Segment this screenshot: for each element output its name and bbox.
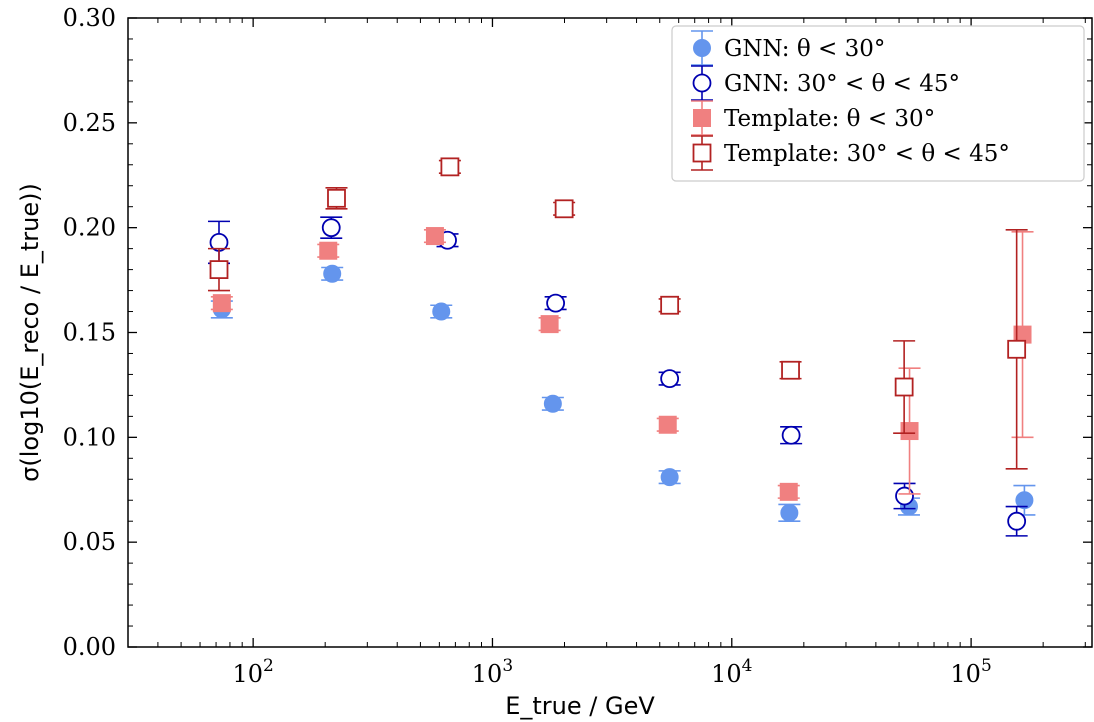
data-point — [540, 315, 559, 334]
data-point — [894, 377, 914, 397]
data-point — [321, 218, 341, 238]
legend-label: Template: 30° < θ < 45° — [724, 141, 1010, 167]
legend-label: Template: θ < 30° — [724, 106, 935, 132]
data-point — [209, 260, 229, 280]
legend-entry[interactable]: GNN: θ < 30° — [691, 30, 885, 66]
legend-marker — [692, 143, 712, 163]
legend-marker — [693, 39, 711, 57]
data-point — [660, 295, 680, 315]
legend-label: GNN: θ < 30° — [724, 36, 885, 62]
series-1 — [207, 216, 1028, 537]
y-tick-label: 0.25 — [63, 109, 116, 137]
data-point — [327, 188, 346, 208]
data-point — [660, 369, 680, 389]
series-2 — [210, 227, 1034, 501]
data-point — [323, 264, 342, 283]
y-axis-label: σ(log10(E_reco / E_true)) — [16, 183, 44, 482]
y-tick-label: 0.05 — [63, 528, 116, 556]
data-point — [1007, 339, 1027, 359]
data-point — [781, 360, 800, 380]
y-tick-label: 0.30 — [63, 4, 116, 32]
data-point — [658, 415, 677, 434]
y-tick-label: 0.20 — [63, 214, 116, 242]
data-point — [781, 425, 801, 445]
x-tick-label: 105 — [950, 656, 991, 688]
data-point — [546, 293, 566, 313]
y-tick-label: 0.00 — [63, 633, 116, 661]
legend-entry[interactable]: Template: 30° < θ < 45° — [691, 135, 1010, 171]
x-tick-label: 102 — [232, 656, 273, 688]
axes: 0.00 0.05 0.10 0.15 0.20 0.25 0.30 102 103 104 105… — [16, 4, 1093, 720]
data-point — [319, 241, 338, 260]
x-axis-label: E_true / GeV — [505, 692, 655, 720]
data-point — [440, 157, 460, 177]
data-point — [432, 302, 451, 321]
legend-marker — [693, 109, 711, 127]
x-tick-label: 104 — [711, 656, 752, 688]
plot-area — [207, 157, 1036, 537]
data-point — [543, 394, 562, 413]
data-point — [660, 468, 679, 487]
data-point — [900, 422, 919, 441]
data-point — [1007, 511, 1027, 531]
legend-box — [671, 25, 1085, 182]
legend-label: GNN: 30° < θ < 45° — [724, 71, 960, 97]
y-tick-label: 0.10 — [63, 423, 116, 451]
series-3 — [207, 157, 1028, 470]
data-point — [212, 294, 231, 313]
y-tick-label: 0.15 — [63, 319, 116, 347]
data-point — [1015, 491, 1034, 510]
legend-entry[interactable]: Template: θ < 30° — [691, 100, 935, 136]
legend[interactable]: GNN: θ < 30° GNN: 30° < θ < 45° Template: … — [671, 25, 1085, 182]
legend-entry[interactable]: GNN: 30° < θ < 45° — [691, 65, 960, 101]
x-tick-label: 103 — [472, 656, 513, 688]
data-point — [895, 486, 914, 506]
data-point — [425, 227, 444, 246]
data-point — [780, 503, 799, 522]
data-point — [554, 199, 574, 219]
data-point — [779, 482, 798, 501]
legend-marker — [692, 73, 712, 93]
